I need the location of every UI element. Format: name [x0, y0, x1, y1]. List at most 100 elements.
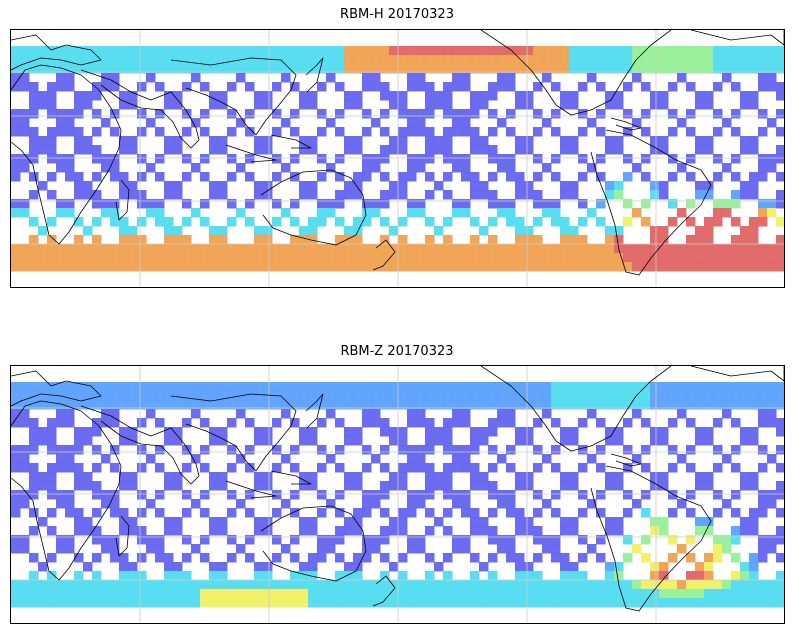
coverage-cell — [353, 571, 363, 581]
coverage-cell — [659, 64, 669, 74]
coverage-cell — [128, 589, 138, 599]
coverage-cell — [632, 163, 642, 173]
coverage-cell — [578, 382, 588, 392]
coverage-cell — [560, 64, 570, 74]
coverage-cell — [425, 382, 435, 392]
coverage-cell — [551, 553, 561, 563]
coverage-cell — [317, 208, 327, 218]
coverage-cell — [767, 598, 777, 608]
coverage-cell — [551, 544, 561, 554]
coverage-cell — [353, 235, 363, 245]
coverage-cell — [200, 580, 210, 590]
coverage-cell — [56, 580, 66, 590]
coverage-cell — [425, 553, 435, 563]
coverage-cell — [308, 226, 318, 236]
coverage-cell — [335, 55, 345, 65]
coverage-cell — [605, 91, 615, 101]
coverage-cell — [659, 391, 669, 401]
coastline — [170, 57, 297, 136]
coverage-cell — [605, 580, 615, 590]
coverage-cell — [119, 526, 129, 536]
coverage-cell — [353, 391, 363, 401]
coverage-cell — [263, 91, 273, 101]
coverage-cell — [515, 382, 525, 392]
coverage-cell — [623, 598, 633, 608]
coverage-cell — [290, 571, 300, 581]
coverage-cell — [263, 400, 273, 410]
coverage-cell — [407, 163, 417, 173]
coverage-cell — [722, 262, 732, 272]
coverage-cell — [677, 163, 687, 173]
coverage-cell — [479, 427, 489, 437]
coverage-cell — [101, 262, 111, 272]
coverage-cell — [731, 46, 741, 56]
coverage-cell — [569, 400, 579, 410]
coverage-cell — [578, 463, 588, 473]
coverage-cell — [245, 262, 255, 272]
coverage-cell — [164, 481, 174, 491]
coverage-cell — [29, 136, 39, 146]
coverage-cell — [65, 454, 75, 464]
coverage-cell — [434, 580, 444, 590]
coverage-cell — [704, 436, 714, 446]
coverage-cell — [524, 472, 534, 482]
coverage-cell — [722, 409, 732, 419]
coverage-cell — [398, 136, 408, 146]
coverage-cell — [299, 190, 309, 200]
coverage-cell — [641, 589, 651, 599]
coverage-cell — [371, 253, 381, 263]
coverage-cell — [425, 589, 435, 599]
coverage-cell — [218, 136, 228, 146]
coverage-cell — [479, 181, 489, 191]
coverage-cell — [434, 181, 444, 191]
coverage-cell — [380, 46, 390, 56]
coverage-cell — [200, 535, 210, 545]
coverage-cell — [272, 199, 282, 209]
coverage-cell — [461, 535, 471, 545]
coverage-cell — [776, 91, 784, 101]
coverage-cell — [317, 244, 327, 254]
coverage-cell — [695, 64, 705, 74]
coverage-cell — [407, 118, 417, 128]
coverage-cell — [209, 91, 219, 101]
coverage-cell — [713, 508, 723, 518]
coverage-cell — [236, 499, 246, 509]
coverage-cell — [434, 55, 444, 65]
coverage-cell — [749, 172, 759, 182]
coverage-cell — [551, 127, 561, 137]
coverage-cell — [425, 46, 435, 56]
coverage-cell — [137, 490, 147, 500]
coverage-cell — [749, 253, 759, 263]
coverage-cell — [425, 481, 435, 491]
coverage-cell — [560, 436, 570, 446]
coverage-cell — [20, 154, 30, 164]
coverage-cell — [479, 481, 489, 491]
coverage-cell — [308, 382, 318, 392]
coverage-cell — [11, 163, 21, 173]
coverage-cell — [443, 109, 453, 119]
coverage-cell — [488, 253, 498, 263]
coverage-cell — [65, 400, 75, 410]
coverage-cell — [308, 562, 318, 572]
coverage-cell — [740, 100, 750, 110]
coverage-cell — [299, 64, 309, 74]
coverage-cell — [578, 508, 588, 518]
coverage-cell — [254, 391, 264, 401]
coverage-cell — [704, 190, 714, 200]
coverage-cell — [641, 580, 651, 590]
coverage-cell — [65, 490, 75, 500]
coverage-cell — [704, 100, 714, 110]
coverage-cell — [92, 571, 102, 581]
coverage-cell — [497, 418, 507, 428]
coverage-cell — [173, 145, 183, 155]
coverage-cell — [119, 262, 129, 272]
coverage-cell — [155, 400, 165, 410]
coverage-cell — [29, 580, 39, 590]
panel-title-rbm-z: RBM-Z 20170323 — [340, 344, 454, 359]
coverage-cell — [290, 589, 300, 599]
coverage-cell — [317, 580, 327, 590]
coverage-cell — [335, 571, 345, 581]
coverage-cell — [245, 553, 255, 563]
coverage-cell — [308, 181, 318, 191]
coverage-cell — [101, 490, 111, 500]
